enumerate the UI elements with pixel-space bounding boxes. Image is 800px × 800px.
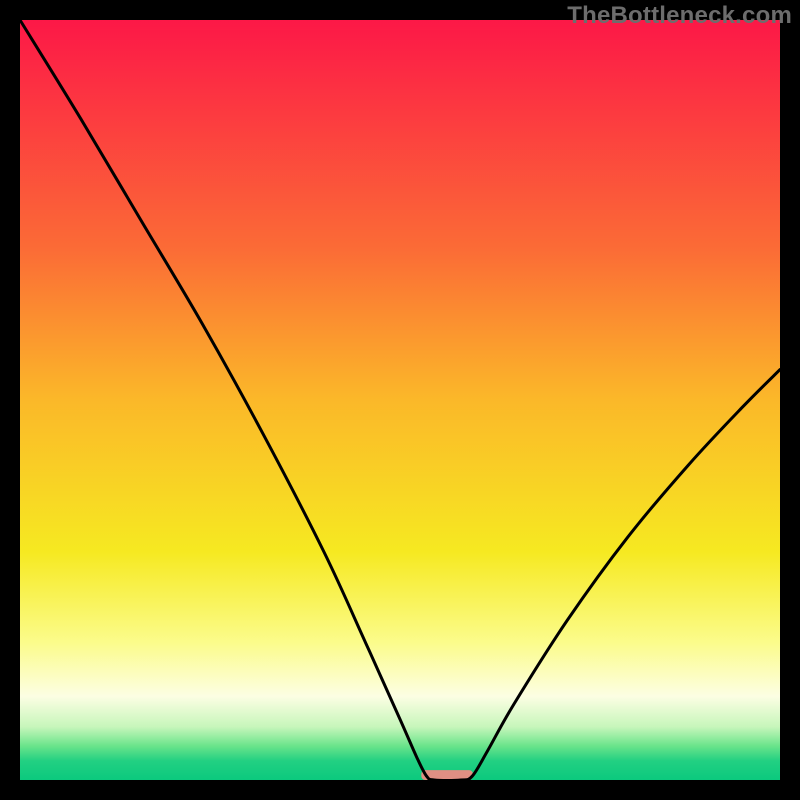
chart-canvas: TheBottleneck.com	[0, 0, 800, 800]
bottleneck-chart	[0, 0, 800, 800]
watermark-text: TheBottleneck.com	[567, 2, 792, 30]
